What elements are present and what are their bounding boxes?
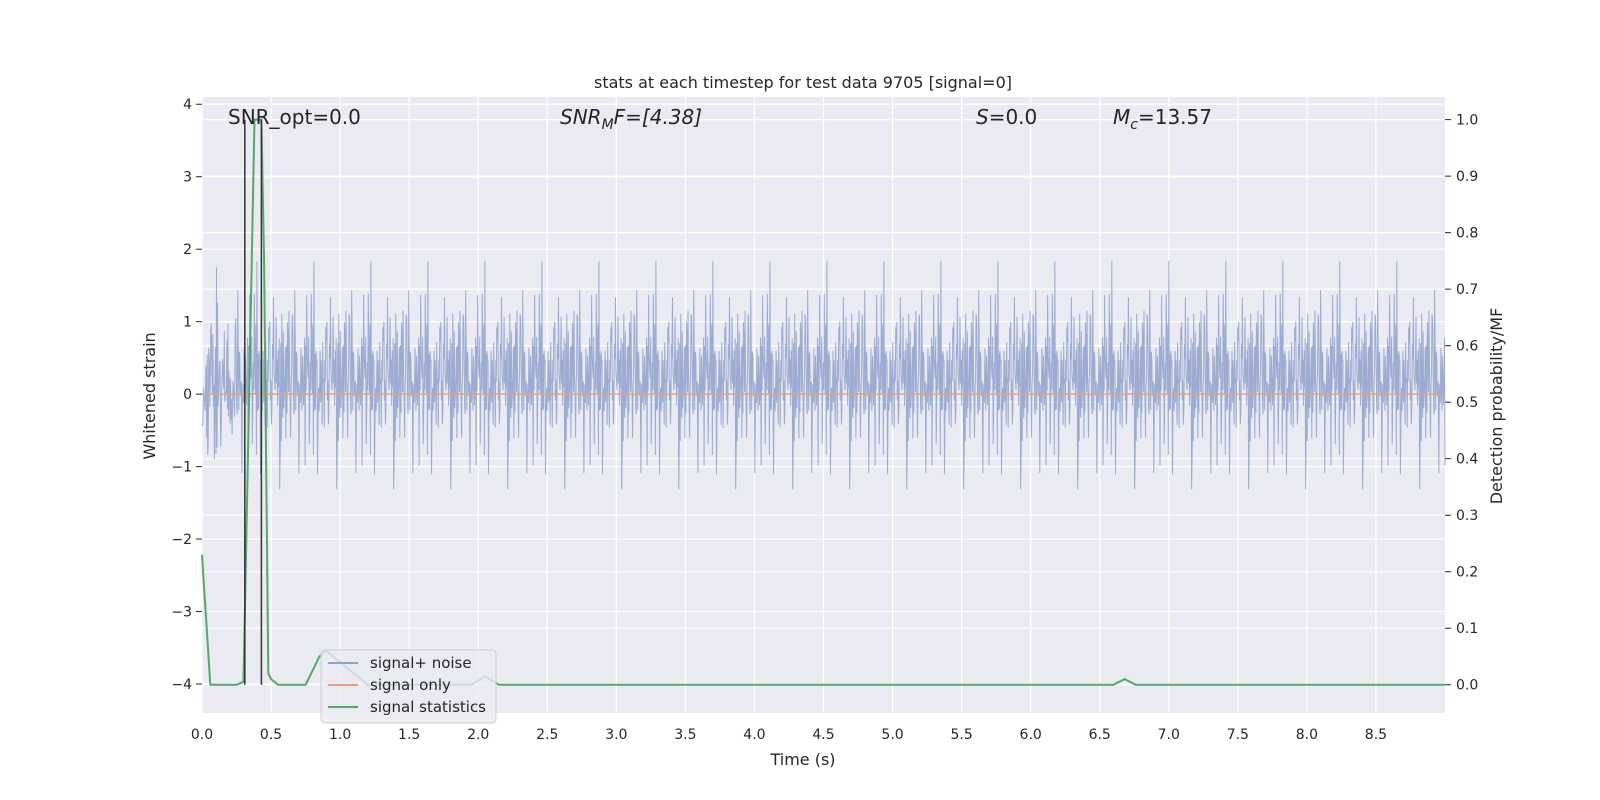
x-tick-label: 6.5 bbox=[1089, 727, 1111, 743]
y2-tick-label: 0.4 bbox=[1456, 452, 1478, 468]
legend: signal+ noise signal only signal statist… bbox=[320, 649, 497, 724]
y2-axis-label: Detection probability/MF bbox=[1487, 308, 1506, 505]
annotation-mc-prefix: M bbox=[1113, 105, 1130, 129]
x-tick-label: 0.5 bbox=[260, 727, 282, 743]
marker-lines bbox=[244, 119, 263, 685]
x-tick-label: 6.0 bbox=[1020, 727, 1042, 743]
y-tick-label: 3 bbox=[183, 170, 192, 186]
y2-axis-ticks: 1.0 0.9 0.8 0.7 0.6 0.5 0.4 0.3 0.2 0.1 0.0 bbox=[1445, 113, 1478, 694]
y2-tick-label: 0.3 bbox=[1456, 508, 1478, 524]
annotations: SNR_opt=0.0 SNRMF=[4.38] S=0.0 Mc=13.57 bbox=[228, 105, 1212, 133]
annotation-snr-mf-sub: M bbox=[602, 117, 614, 133]
y-tick-label: −3 bbox=[171, 605, 192, 621]
annotation-s-suffix: =0.0 bbox=[989, 105, 1038, 129]
annotation-mc: Mc=13.57 bbox=[1113, 105, 1212, 133]
x-tick-label: 8.0 bbox=[1296, 727, 1318, 743]
annotation-snr-mf-prefix: SNR bbox=[560, 105, 602, 129]
x-tick-label: 3.0 bbox=[605, 727, 627, 743]
y2-tick-label: 1.0 bbox=[1456, 113, 1478, 129]
y2-tick-label: 0.6 bbox=[1456, 339, 1478, 355]
y-axis-label: Whitened strain bbox=[140, 332, 159, 459]
x-axis-ticks: 0.0 0.5 1.0 1.5 2.0 2.5 3.0 3.5 4.0 4.5 5.0 5.5 6.0 6… bbox=[191, 727, 1387, 743]
y2-tick-label: 0.9 bbox=[1456, 169, 1478, 185]
annotation-snr-opt: SNR_opt=0.0 bbox=[228, 105, 361, 129]
x-tick-label: 4.5 bbox=[812, 727, 834, 743]
x-axis-label: Time (s) bbox=[769, 750, 835, 769]
y2-tick-label: 0.2 bbox=[1456, 565, 1478, 581]
chart-title: stats at each timestep for test data 970… bbox=[594, 73, 1012, 92]
x-tick-label: 1.5 bbox=[398, 727, 420, 743]
y-tick-label: 4 bbox=[183, 97, 192, 113]
y2-tick-label: 0.8 bbox=[1456, 226, 1478, 242]
legend-label-signal-statistics: signal statistics bbox=[370, 698, 486, 716]
annotation-snr-mf-suffix: F=[4.38] bbox=[614, 105, 702, 129]
y-tick-label: 0 bbox=[183, 387, 192, 403]
x-tick-label: 2.5 bbox=[536, 727, 558, 743]
annotation-s-prefix: S bbox=[976, 105, 989, 129]
signal-statistics-line bbox=[201, 118, 1445, 686]
x-tick-label: 1.0 bbox=[329, 727, 351, 743]
y2-tick-label: 0.1 bbox=[1456, 621, 1478, 637]
x-tick-label: 4.0 bbox=[743, 727, 765, 743]
x-tick-label: 2.0 bbox=[467, 727, 489, 743]
series-signal-noise bbox=[201, 260, 1446, 490]
annotation-snr-mf: SNRMF=[4.38] bbox=[560, 105, 702, 133]
y-tick-label: −2 bbox=[171, 532, 192, 548]
annotation-s: S=0.0 bbox=[976, 105, 1037, 129]
x-tick-label: 8.5 bbox=[1365, 727, 1387, 743]
y-tick-label: −1 bbox=[171, 460, 192, 476]
x-tick-label: 3.5 bbox=[674, 727, 696, 743]
y-tick-label: 1 bbox=[183, 315, 192, 331]
annotation-mc-suffix: =13.57 bbox=[1138, 105, 1212, 129]
x-tick-label: 7.0 bbox=[1158, 727, 1180, 743]
legend-box bbox=[320, 649, 497, 724]
legend-label-signal-noise: signal+ noise bbox=[370, 654, 472, 672]
x-tick-label: 5.5 bbox=[950, 727, 972, 743]
x-tick-label: 0.0 bbox=[191, 727, 213, 743]
y-axis-ticks: 4 3 2 1 0 −1 −2 −3 −4 bbox=[171, 97, 202, 693]
series-signal-statistics bbox=[201, 118, 1445, 686]
y2-tick-label: 0.0 bbox=[1456, 678, 1478, 694]
noise-line bbox=[201, 260, 1446, 490]
annotation-mc-sub: c bbox=[1130, 117, 1138, 133]
legend-label-signal-only: signal only bbox=[370, 676, 451, 694]
y2-tick-label: 0.5 bbox=[1456, 395, 1478, 411]
y2-tick-label: 0.7 bbox=[1456, 282, 1478, 298]
x-tick-label: 5.0 bbox=[881, 727, 903, 743]
y-tick-label: 2 bbox=[183, 242, 192, 258]
y-tick-label: −4 bbox=[171, 677, 192, 693]
x-tick-label: 7.5 bbox=[1227, 727, 1249, 743]
